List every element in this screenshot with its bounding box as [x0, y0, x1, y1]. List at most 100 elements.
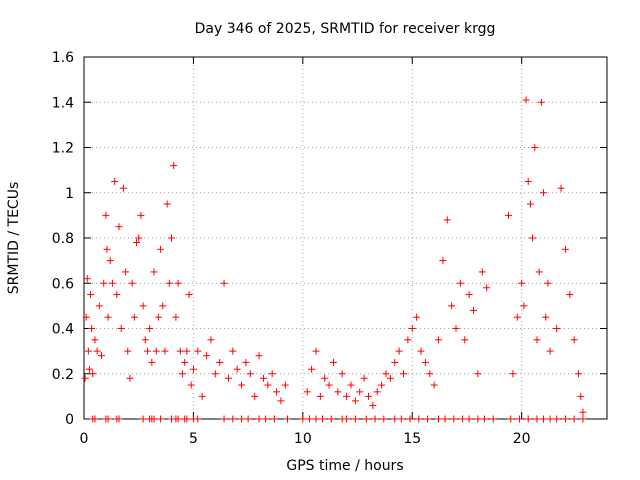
data-point [356, 388, 364, 396]
data-point [450, 415, 458, 423]
data-point [474, 370, 482, 378]
data-point [143, 347, 151, 355]
data-point [540, 415, 548, 423]
data-point [211, 370, 219, 378]
x-tick-label: 15 [403, 431, 421, 447]
data-point [130, 313, 138, 321]
data-point [174, 415, 182, 423]
data-point [229, 415, 237, 423]
data-point [424, 415, 432, 423]
data-point [133, 239, 141, 247]
data-point [524, 177, 532, 185]
y-tick-label: 0.4 [52, 322, 74, 338]
data-point [343, 392, 351, 400]
data-point [220, 415, 228, 423]
data-point [325, 381, 333, 389]
data-point [316, 392, 324, 400]
y-axis-label: SRMTID / TECUs [6, 182, 22, 295]
data-point [98, 352, 106, 360]
x-axis-label: GPS time / hours [286, 458, 403, 474]
data-point [165, 279, 173, 287]
data-point [115, 223, 123, 231]
data-point [362, 415, 370, 423]
data-point [305, 415, 313, 423]
data-point [124, 347, 132, 355]
data-point [203, 352, 211, 360]
data-point [242, 358, 250, 366]
data-point [415, 415, 423, 423]
data-point [524, 415, 532, 423]
data-point [88, 325, 96, 332]
data-point [459, 415, 467, 423]
data-point [259, 374, 267, 382]
data-point [135, 234, 143, 242]
data-point [189, 365, 197, 373]
data-point [570, 336, 578, 344]
data-point [570, 415, 578, 423]
data-point [183, 347, 191, 355]
data-point [117, 325, 125, 332]
data-point [395, 347, 403, 355]
y-tick-label: 1 [65, 186, 74, 202]
data-point [194, 415, 202, 423]
data-point [533, 415, 541, 423]
data-point [168, 234, 176, 242]
data-point [122, 268, 130, 276]
data-point [284, 415, 292, 423]
data-point [187, 381, 195, 389]
data-point [561, 245, 569, 253]
data-point [198, 392, 206, 400]
data-point [509, 370, 517, 378]
data-point [181, 358, 189, 366]
data-point [126, 374, 134, 382]
grid [84, 57, 607, 419]
data-point [435, 336, 443, 344]
data-point [561, 415, 569, 423]
data-point [478, 268, 486, 276]
data-point [128, 279, 136, 287]
data-point [347, 381, 355, 389]
data-point [108, 279, 116, 287]
data-point [505, 211, 513, 219]
data-point [100, 279, 108, 287]
data-point [273, 388, 281, 396]
data-point [465, 291, 473, 299]
data-point [104, 313, 112, 321]
data-point [137, 211, 145, 219]
data-point [489, 415, 497, 423]
y-tick-label: 0 [65, 412, 74, 428]
data-point [417, 347, 425, 355]
data-point [111, 177, 119, 185]
data-point [483, 284, 491, 292]
data-point [150, 268, 158, 276]
data-point [533, 336, 541, 344]
data-point [262, 415, 270, 423]
data-point [382, 370, 390, 378]
data-point [216, 358, 224, 366]
data-point [85, 365, 93, 373]
data-point [281, 381, 289, 389]
data-point [391, 358, 399, 366]
data-point [163, 200, 171, 208]
data-point [480, 415, 488, 423]
y-tick-label: 1.2 [52, 141, 74, 157]
axis-ticks [83, 56, 607, 420]
chart-title: Day 346 of 2025, SRMTID for receiver krg… [195, 21, 496, 37]
data-point [172, 313, 180, 321]
data-point [152, 347, 160, 355]
data-point [522, 96, 530, 104]
data-point [413, 313, 421, 321]
data-point [159, 302, 167, 310]
data-point [244, 415, 252, 423]
y-tick-labels: 0 0.2 0.4 0.6 0.8 1 1.2 1.4 1.6 [52, 50, 74, 428]
data-point [557, 184, 565, 192]
data-point [380, 415, 388, 423]
data-point [399, 370, 407, 378]
data-point [93, 347, 101, 355]
data-point [321, 374, 329, 382]
data-point [148, 358, 156, 366]
data-point [91, 336, 99, 344]
data-point [319, 415, 327, 423]
data-point [81, 374, 89, 382]
data-point [553, 325, 561, 332]
